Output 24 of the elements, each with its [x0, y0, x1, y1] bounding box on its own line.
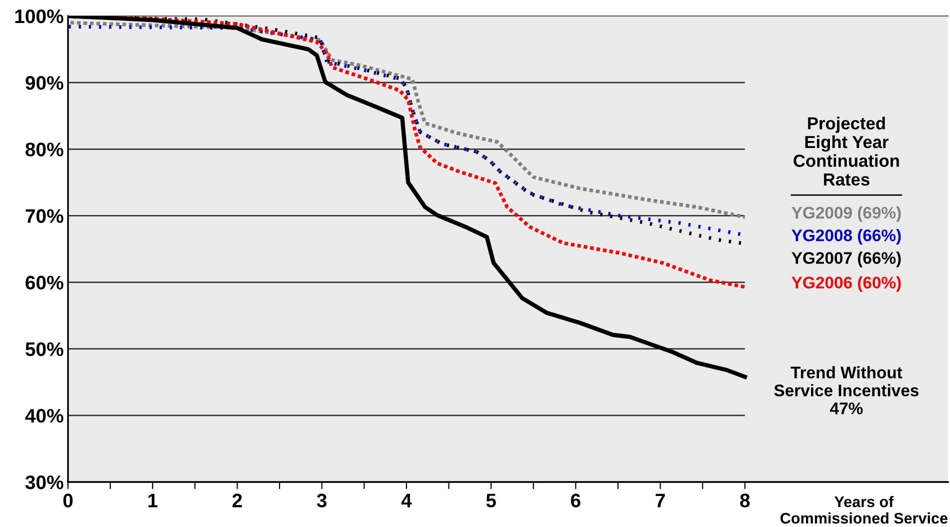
text: YG2007 (66%) — [792, 252, 901, 268]
series-label: Trend Without Service Incentives 47% — [774, 366, 919, 414]
x-tick-label: 0 — [63, 494, 73, 508]
text: YG2006 (60%) — [792, 276, 901, 292]
y-tick-label: 50% — [26, 342, 64, 356]
x-tick-label: 6 — [570, 494, 580, 508]
x-tick-label: 1 — [148, 494, 158, 508]
y-tick-label: 70% — [26, 209, 64, 223]
y-tick-label: 40% — [25, 408, 64, 423]
x-tick-label: 4 — [401, 494, 412, 508]
x-tick-label: 8 — [740, 494, 750, 508]
legend-title: Projected Eight Year Continuation Rates — [794, 116, 899, 186]
y-tick-label: 100% — [15, 9, 64, 24]
x-tick-label: 7 — [656, 494, 665, 508]
text: YG2009 (69%) — [792, 206, 901, 222]
x-tick-label: 2 — [232, 494, 242, 508]
y-tick-label: 90% — [26, 76, 64, 90]
x-tick-label: 5 — [486, 494, 496, 508]
text: YG2008 (66%) — [792, 229, 901, 245]
x-axis-title: Years of Commissioned Service — [780, 496, 948, 524]
y-tick-label: 30% — [25, 475, 64, 490]
x-tick-label: 3 — [316, 494, 327, 508]
y-tick-label: 60% — [26, 276, 64, 290]
y-tick-label: 80% — [26, 142, 64, 156]
